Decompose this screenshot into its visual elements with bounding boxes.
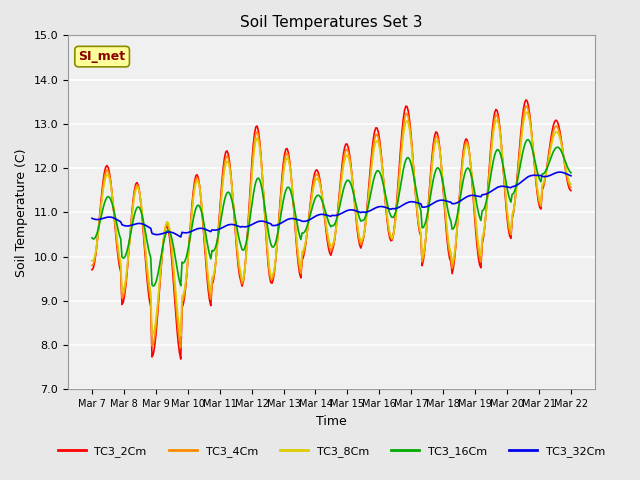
TC3_8Cm	[524, 109, 531, 115]
TC3_16Cm	[336, 204, 344, 210]
TC3_16Cm	[567, 170, 575, 176]
TC3_32Cm	[556, 169, 563, 175]
TC3_16Cm	[566, 168, 573, 174]
TC3_32Cm	[566, 172, 573, 178]
TC3_2Cm	[431, 133, 438, 139]
TC3_8Cm	[177, 333, 184, 338]
TC3_16Cm	[502, 179, 509, 184]
TC3_8Cm	[120, 288, 127, 293]
TC3_2Cm	[88, 267, 96, 273]
TC3_8Cm	[88, 258, 96, 264]
TC3_4Cm	[502, 198, 509, 204]
Line: TC3_16Cm: TC3_16Cm	[92, 140, 571, 286]
TC3_16Cm	[88, 235, 96, 241]
Line: TC3_2Cm: TC3_2Cm	[92, 100, 571, 359]
TC3_32Cm	[177, 234, 184, 240]
TC3_32Cm	[502, 184, 509, 190]
TC3_16Cm	[431, 171, 438, 177]
TC3_2Cm	[566, 187, 573, 192]
TC3_2Cm	[336, 187, 344, 193]
TC3_8Cm	[567, 181, 575, 187]
TC3_2Cm	[104, 165, 112, 170]
TC3_32Cm	[120, 222, 127, 228]
TC3_4Cm	[336, 192, 344, 197]
TC3_2Cm	[120, 300, 127, 305]
TC3_32Cm	[104, 214, 112, 220]
TC3_2Cm	[522, 97, 530, 103]
TC3_8Cm	[336, 195, 344, 201]
TC3_16Cm	[149, 283, 157, 289]
TC3_8Cm	[566, 180, 573, 186]
TC3_32Cm	[88, 216, 96, 221]
TC3_8Cm	[431, 144, 438, 149]
TC3_16Cm	[104, 194, 112, 200]
Line: TC3_8Cm: TC3_8Cm	[92, 112, 571, 336]
TC3_4Cm	[431, 138, 438, 144]
Title: Soil Temperatures Set 3: Soil Temperatures Set 3	[240, 15, 422, 30]
TC3_4Cm	[522, 103, 530, 109]
Y-axis label: Soil Temperature (C): Soil Temperature (C)	[15, 148, 28, 276]
TC3_4Cm	[566, 183, 573, 189]
TC3_8Cm	[104, 172, 112, 178]
TC3_32Cm	[567, 173, 575, 179]
TC3_4Cm	[567, 185, 575, 191]
TC3_2Cm	[177, 356, 184, 362]
TC3_2Cm	[502, 202, 509, 207]
Legend: TC3_2Cm, TC3_4Cm, TC3_8Cm, TC3_16Cm, TC3_32Cm: TC3_2Cm, TC3_4Cm, TC3_8Cm, TC3_16Cm, TC3…	[53, 442, 609, 462]
TC3_16Cm	[120, 255, 127, 261]
X-axis label: Time: Time	[316, 415, 347, 428]
TC3_4Cm	[120, 294, 127, 300]
TC3_4Cm	[104, 168, 112, 174]
TC3_32Cm	[336, 211, 344, 217]
TC3_8Cm	[502, 194, 509, 200]
TC3_16Cm	[525, 137, 532, 143]
Line: TC3_32Cm: TC3_32Cm	[92, 172, 571, 237]
Line: TC3_4Cm: TC3_4Cm	[92, 106, 571, 348]
TC3_32Cm	[431, 200, 438, 205]
TC3_4Cm	[88, 263, 96, 268]
Text: SI_met: SI_met	[79, 50, 125, 63]
TC3_2Cm	[567, 188, 575, 193]
TC3_4Cm	[177, 345, 184, 350]
